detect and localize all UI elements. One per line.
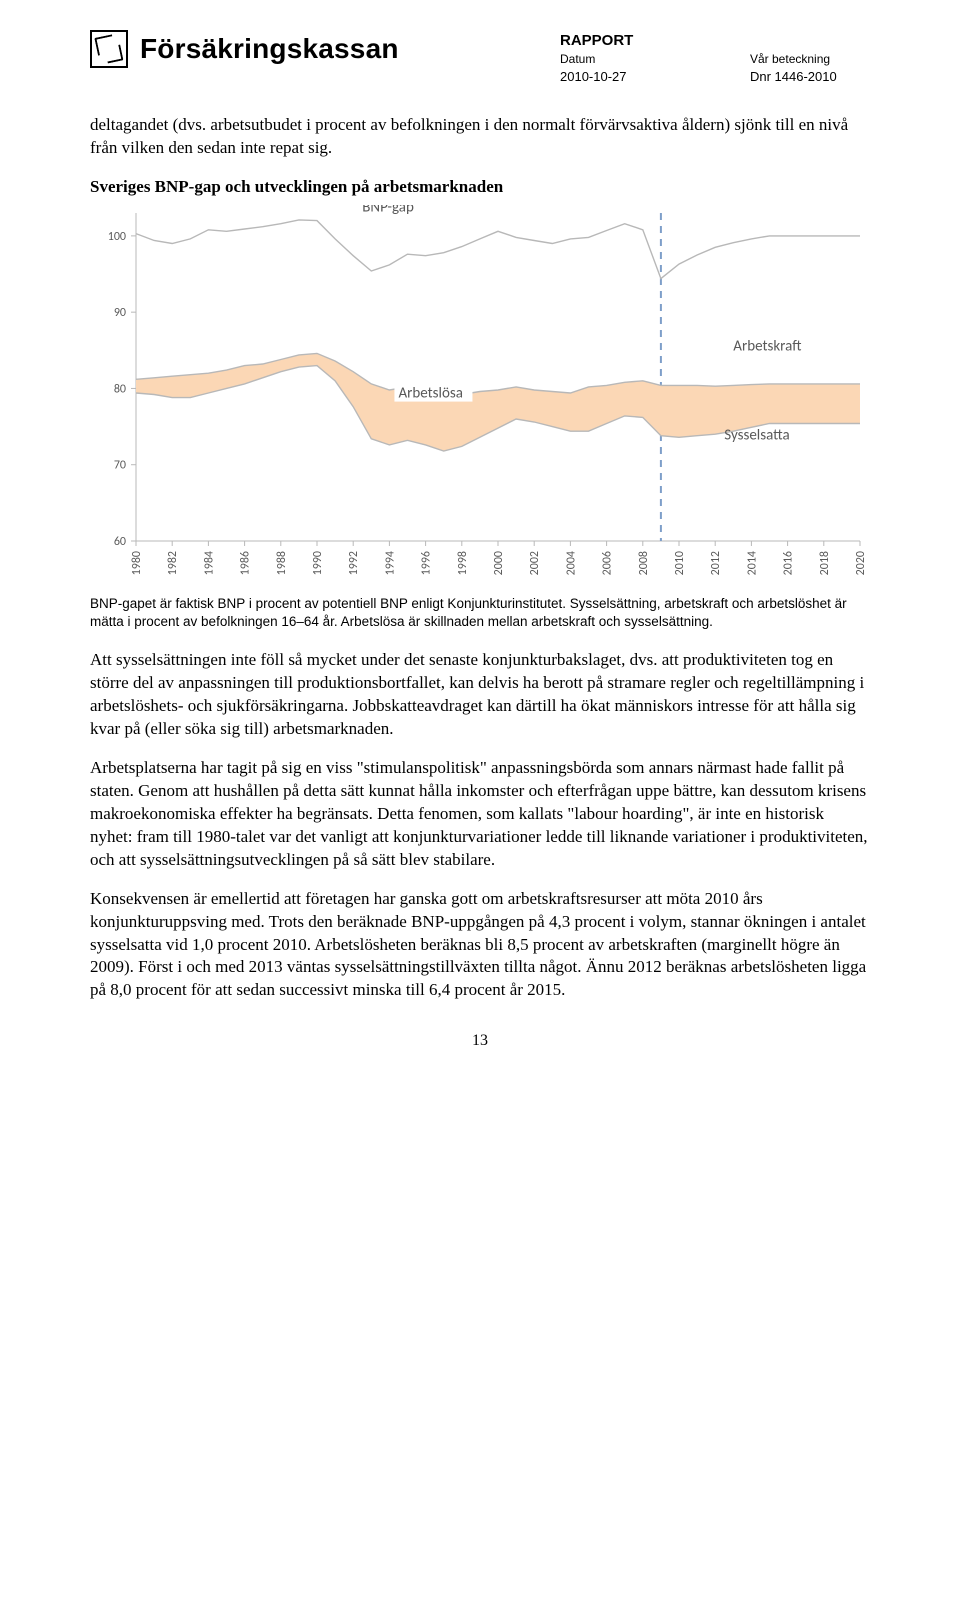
- svg-text:1988: 1988: [275, 551, 289, 575]
- page-number: 13: [90, 1030, 870, 1052]
- svg-text:BNP-gap: BNP-gap: [362, 205, 414, 216]
- svg-text:70: 70: [114, 459, 126, 473]
- svg-text:1982: 1982: [166, 551, 180, 575]
- chart-container: 60 70 80 90 100 1980 1982 1984 1986 1988 1990 1992 1…: [90, 205, 870, 585]
- paragraph-2: Att sysselsättningen inte föll så mycket…: [90, 649, 870, 741]
- brand-logo-icon: [90, 30, 128, 68]
- svg-text:2008: 2008: [637, 551, 651, 575]
- paragraph-3: Arbetsplatserna har tagit på sig en viss…: [90, 757, 870, 872]
- svg-text:Sysselsatta: Sysselsatta: [724, 426, 789, 444]
- svg-text:1996: 1996: [420, 551, 434, 575]
- svg-text:2016: 2016: [782, 551, 796, 575]
- header-meta: RAPPORT Datum 2010-10-27 Vår beteckning …: [560, 30, 870, 86]
- brand-name: Försäkringskassan: [140, 30, 548, 68]
- svg-text:2004: 2004: [564, 551, 578, 575]
- svg-text:1994: 1994: [383, 551, 397, 575]
- date-label: Datum: [560, 51, 680, 68]
- svg-text:Arbetskraft: Arbetskraft: [733, 337, 801, 355]
- paragraph-4: Konsekvensen är emellertid att företagen…: [90, 888, 870, 1003]
- svg-text:2002: 2002: [528, 551, 542, 575]
- ref-label: Vår beteckning: [750, 51, 870, 68]
- svg-text:100: 100: [108, 230, 126, 244]
- svg-text:1998: 1998: [456, 551, 470, 575]
- ref-value: Dnr 1446-2010: [750, 68, 870, 86]
- svg-text:2020: 2020: [854, 551, 868, 575]
- page-header: Försäkringskassan RAPPORT Datum 2010-10-…: [90, 30, 870, 86]
- svg-text:2014: 2014: [745, 551, 759, 575]
- svg-text:2012: 2012: [709, 551, 723, 575]
- chart-title: Sveriges BNP-gap och utvecklingen på arb…: [90, 176, 870, 199]
- svg-text:1986: 1986: [239, 551, 253, 575]
- svg-text:2000: 2000: [492, 551, 506, 575]
- svg-text:90: 90: [114, 306, 126, 320]
- page: Försäkringskassan RAPPORT Datum 2010-10-…: [0, 0, 960, 1092]
- svg-text:1984: 1984: [202, 551, 216, 575]
- svg-text:2006: 2006: [601, 551, 615, 575]
- svg-text:1990: 1990: [311, 551, 325, 575]
- svg-text:2010: 2010: [673, 551, 687, 575]
- svg-text:1992: 1992: [347, 551, 361, 575]
- bnp-chart: 60 70 80 90 100 1980 1982 1984 1986 1988 1990 1992 1…: [90, 205, 870, 585]
- svg-text:60: 60: [114, 535, 126, 549]
- svg-text:2018: 2018: [818, 551, 832, 575]
- chart-caption: BNP-gapet är faktisk BNP i procent av po…: [90, 595, 870, 631]
- svg-text:1980: 1980: [130, 551, 144, 575]
- paragraph-1: deltagandet (dvs. arbetsutbudet i procen…: [90, 114, 870, 160]
- doc-type: RAPPORT: [560, 30, 680, 51]
- header-col-2: Vår beteckning Dnr 1446-2010: [750, 30, 870, 86]
- date-value: 2010-10-27: [560, 68, 680, 86]
- svg-text:80: 80: [114, 382, 126, 396]
- svg-text:Arbetslösa: Arbetslösa: [398, 384, 462, 402]
- header-col-1: RAPPORT Datum 2010-10-27: [560, 30, 680, 86]
